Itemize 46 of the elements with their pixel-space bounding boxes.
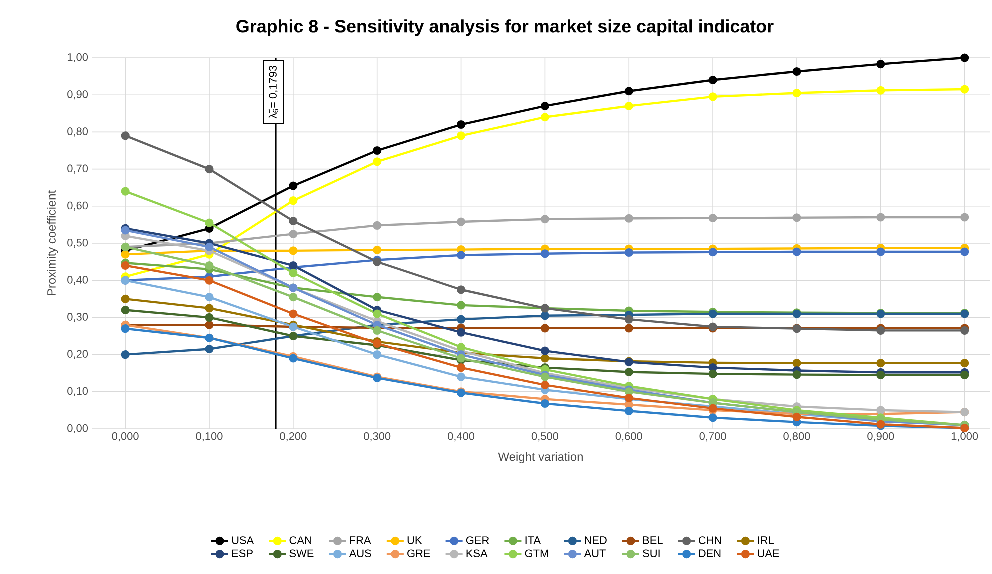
y-tick-label: 0,80 (68, 128, 88, 137)
legend-label: AUT (584, 550, 606, 558)
chart-title: Graphic 8 - Sensitivity analysis for market size capital indicator (236, 20, 774, 36)
x-tick-label: 0,900 (868, 432, 894, 442)
legend-label: KSA (466, 550, 488, 558)
legend-label: IRL (758, 536, 774, 544)
legend-label: BEL (643, 536, 663, 544)
x-tick-label: 0,500 (532, 432, 558, 442)
legend-label: CHN (698, 536, 722, 544)
y-tick-label: 0,90 (68, 90, 88, 100)
x-tick-label: 0,800 (784, 432, 810, 442)
legend-label: UK (408, 536, 422, 544)
y-tick-label: 1,00 (68, 53, 88, 63)
legend-label: NED (585, 536, 607, 544)
x-axis-title: Weight variation (498, 452, 583, 464)
y-tick-label: 0,10 (68, 387, 88, 396)
legend-label: GRE (408, 550, 430, 558)
y-axis-title: Proximity coefficient (47, 190, 58, 296)
legend-label: DEN (699, 550, 721, 558)
legend-label: USA (232, 536, 254, 544)
x-tick-label: 0,700 (700, 432, 726, 442)
y-tick-label: 0,30 (68, 313, 88, 322)
legend-label: CAN (290, 536, 312, 544)
legend-label: UAE (758, 550, 780, 558)
x-tick-label: 0,100 (196, 432, 223, 442)
x-tick-label: 0,300 (364, 432, 391, 442)
legend-label: SUI (643, 550, 660, 558)
y-tick-label: 0,60 (68, 202, 88, 211)
x-tick-label: 0,200 (280, 432, 307, 442)
legend-label: GTM (525, 550, 548, 558)
y-tick-label: 0,20 (68, 350, 88, 360)
ref-line-label: λ̃$_{6}$= 0,1793 (268, 66, 279, 119)
x-tick-label: 0,600 (616, 432, 642, 442)
legend-label: SWE (290, 550, 314, 558)
x-tick-label: 0,000 (112, 432, 139, 442)
legend-label: FRA (350, 536, 372, 544)
legend-label: ITA (526, 536, 542, 544)
x-tick-label: 1,000 (952, 432, 978, 442)
y-tick-label: 0,40 (68, 276, 88, 286)
y-tick-label: 0,00 (68, 424, 88, 434)
legend-label: AUS (349, 550, 372, 558)
x-tick-label: 0,400 (448, 432, 475, 442)
y-tick-label: 0,50 (68, 238, 88, 248)
y-tick-label: 0,70 (68, 164, 88, 174)
legend-label: GER (466, 536, 490, 544)
legend-label: ESP (232, 550, 253, 558)
